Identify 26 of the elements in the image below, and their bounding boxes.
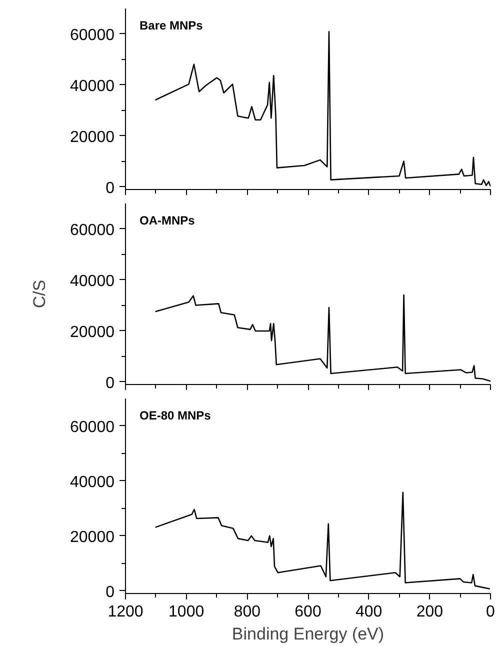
text: OE-80 MNPs <box>140 408 212 422</box>
y-tick-label: 40000 <box>70 474 115 491</box>
x-tick-label: 800 <box>234 604 261 620</box>
x-tick-label: 600 <box>294 604 322 620</box>
x-tick-label: 200 <box>416 604 444 620</box>
x-tick-label: 1000 <box>168 604 204 620</box>
y-tick-label: 20000 <box>70 128 115 146</box>
y-tick-label: 0 <box>106 180 115 197</box>
y-tick-label: 20000 <box>70 324 115 341</box>
y-tick-label: 0 <box>106 584 115 601</box>
y-axis-title: C/S <box>30 280 50 308</box>
y-tick-label: 20000 <box>70 528 115 546</box>
x-tick-label: 0 <box>486 604 496 620</box>
text: OA-MNPs <box>140 214 196 228</box>
y-tick-label: 0 <box>106 374 115 392</box>
x-tick-label: 1200 <box>108 604 144 620</box>
y-tick-label: 60000 <box>70 222 115 239</box>
text: Bare MNPs <box>140 18 204 32</box>
y-tick-label: 60000 <box>70 26 115 44</box>
y-tick-label: 60000 <box>70 418 115 436</box>
y-tick-label: 40000 <box>70 78 115 95</box>
x-axis-title: Binding Energy (eV) <box>232 624 384 644</box>
line-series <box>154 492 490 590</box>
line-series <box>154 294 490 382</box>
y-tick-label: 40000 <box>70 272 115 290</box>
x-tick-label: 400 <box>355 604 382 620</box>
